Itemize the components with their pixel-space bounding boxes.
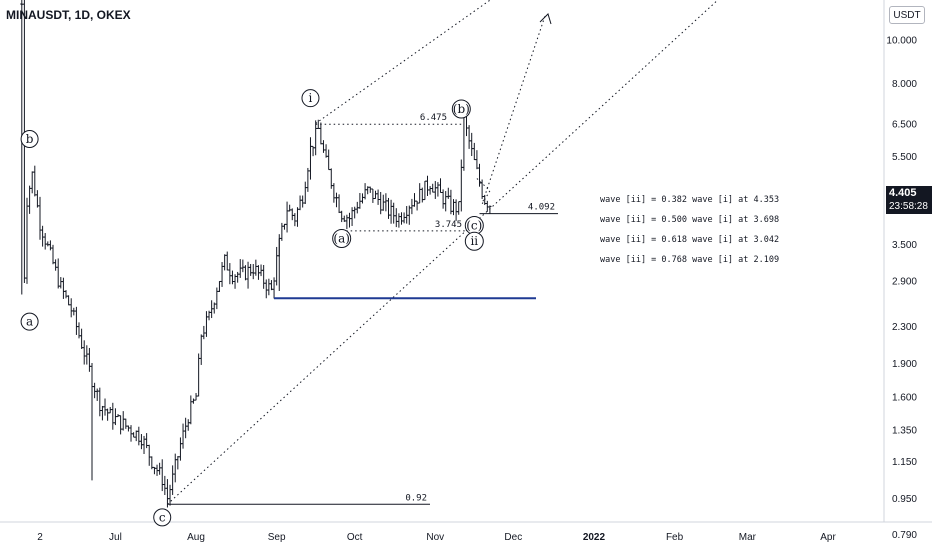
wave-label-circle [451,99,471,119]
price-tick-label: 2.300 [892,322,917,333]
annotation-labels: b a c i (b) (a) (c) ii 6.475 3.745 4.092 0.92 wave [… [20,89,779,527]
wave-label-circle [153,508,172,527]
wave-label-circle [301,89,320,108]
bar-countdown: 23:58:28 [889,201,928,212]
currency-badge[interactable]: USDT [889,6,925,24]
wave-label: (c) [466,218,482,232]
fib-note: wave [ii] = 0.500 wave [i] at 3.698 [600,215,779,225]
price-tick-label: 1.900 [892,359,917,370]
level-label: 0.92 [405,493,427,503]
price-tick-label: 5.500 [892,152,917,163]
wave-label-circle [332,229,352,249]
time-tick-label: Dec [504,532,522,543]
price-tick-label: 8.000 [892,79,917,90]
fib-note: wave [ii] = 0.382 wave [i] at 4.353 [600,195,779,205]
drawings [167,0,719,505]
time-tick-label: Jul [109,532,122,543]
time-tick-label: Feb [666,532,684,543]
price-tick-label: 1.150 [892,457,917,468]
wave-label: b [26,132,34,146]
price-tick-label: 10.000 [886,36,917,47]
level-label: 4.092 [528,203,555,213]
wave-label: c [159,510,166,524]
price-tick-label: 6.500 [892,119,917,130]
wave-label: (b) [453,102,470,116]
wave-label: (a) [333,232,350,246]
level-label: 3.745 [435,220,462,230]
price-tick-label: 1.600 [892,392,917,403]
last-price: 4.405 [889,187,917,199]
wave-label-circle [464,231,484,251]
candles [20,0,492,508]
price-tick-label: 0.950 [892,494,917,505]
price-tick-label: 1.350 [892,426,917,437]
projection-arrowhead [539,13,552,25]
time-tick-label: Oct [347,532,363,543]
channel-upper-line [315,0,492,124]
chart-title: MINAUSDT, 1D, OKEX [6,8,131,22]
level-label: 6.475 [420,113,447,123]
wave-label: i [309,91,313,105]
fib-note: wave [ii] = 0.768 wave [i] at 2.109 [600,255,779,265]
price-tick-label: 3.500 [892,240,917,251]
price-tick-label: 2.900 [892,277,917,288]
time-tick-label: Mar [739,532,757,543]
time-tick-label: Aug [187,532,205,543]
projection-path [476,15,546,205]
wave-label-circle [20,130,39,149]
time-tick-label: 2 [37,532,43,543]
time-tick-label: 2022 [583,532,606,543]
fib-note: wave [ii] = 0.618 wave [i] at 3.042 [600,235,779,245]
price-tick-label: 0.790 [892,530,917,541]
time-tick-label: Sep [268,532,286,543]
time-tick-label: Nov [426,532,444,543]
wave-label-circle [20,312,39,331]
time-tick-label: Apr [820,532,836,543]
last-price-tag: 4.405 23:58:28 [886,186,932,214]
wave-label: ii [470,234,478,248]
channel-lower-line [167,0,719,505]
wave-label: a [26,315,33,329]
